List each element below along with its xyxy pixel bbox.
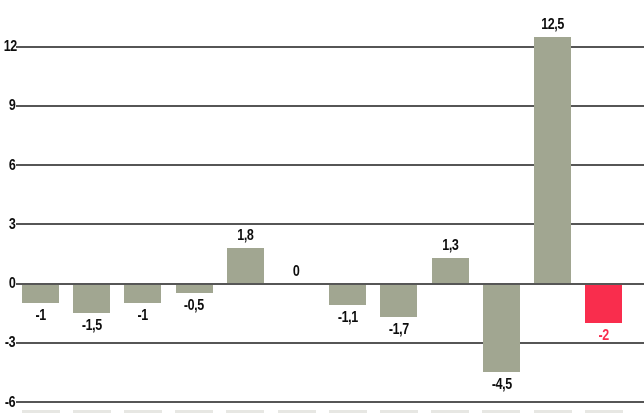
truncated-category-label [21,410,60,413]
zero-gridline [16,282,644,285]
bar [380,283,418,318]
truncated-category-label [72,410,111,413]
bar [431,257,469,284]
truncated-category-label [431,410,470,413]
bar [175,283,213,294]
truncated-category-label [533,410,572,413]
bar-value-label: -1 [137,307,149,325]
bar [124,283,162,304]
bar-value-label: -0,5 [184,297,205,315]
y-tick-label: 0 [8,275,15,292]
bar-value-label: 1,8 [237,226,254,244]
bar [22,283,59,304]
bar-value-label: -4,5 [491,376,512,394]
bar-highlighted [585,283,623,323]
truncated-category-label [277,410,316,413]
y-tick-label: -3 [4,334,16,352]
bar [482,283,520,373]
y-tick-label: 12 [3,38,17,55]
gridline [16,223,644,226]
gridline [16,45,644,48]
bar [534,36,571,284]
truncated-category-label [482,410,521,413]
truncated-category-label [226,410,265,413]
bar-value-label: -1 [35,307,46,325]
truncated-category-label [328,410,367,413]
y-tick-label: 9 [8,97,15,115]
bar-value-label: 12,5 [541,15,564,33]
gridline [16,401,644,403]
y-tick-label: 3 [8,215,15,233]
bar-value-label: -1,1 [337,309,358,327]
bar-value-label: -1,7 [388,321,409,339]
bar [329,283,367,306]
bar [73,283,111,314]
truncated-category-label [584,410,623,413]
bar-value-label: -1,5 [81,317,102,335]
y-tick-label: -6 [4,393,16,411]
bar-value-label: -2 [598,327,610,344]
truncated-category-label [379,410,418,413]
gridline [16,164,644,166]
truncated-category-label [175,410,214,413]
bar-value-label: 0 [293,262,300,280]
bar-value-label: 1,3 [442,236,459,254]
bar [226,247,264,284]
gridline [16,104,644,107]
gridline [16,341,644,344]
truncated-category-label [123,410,162,413]
y-tick-label: 6 [8,156,15,174]
